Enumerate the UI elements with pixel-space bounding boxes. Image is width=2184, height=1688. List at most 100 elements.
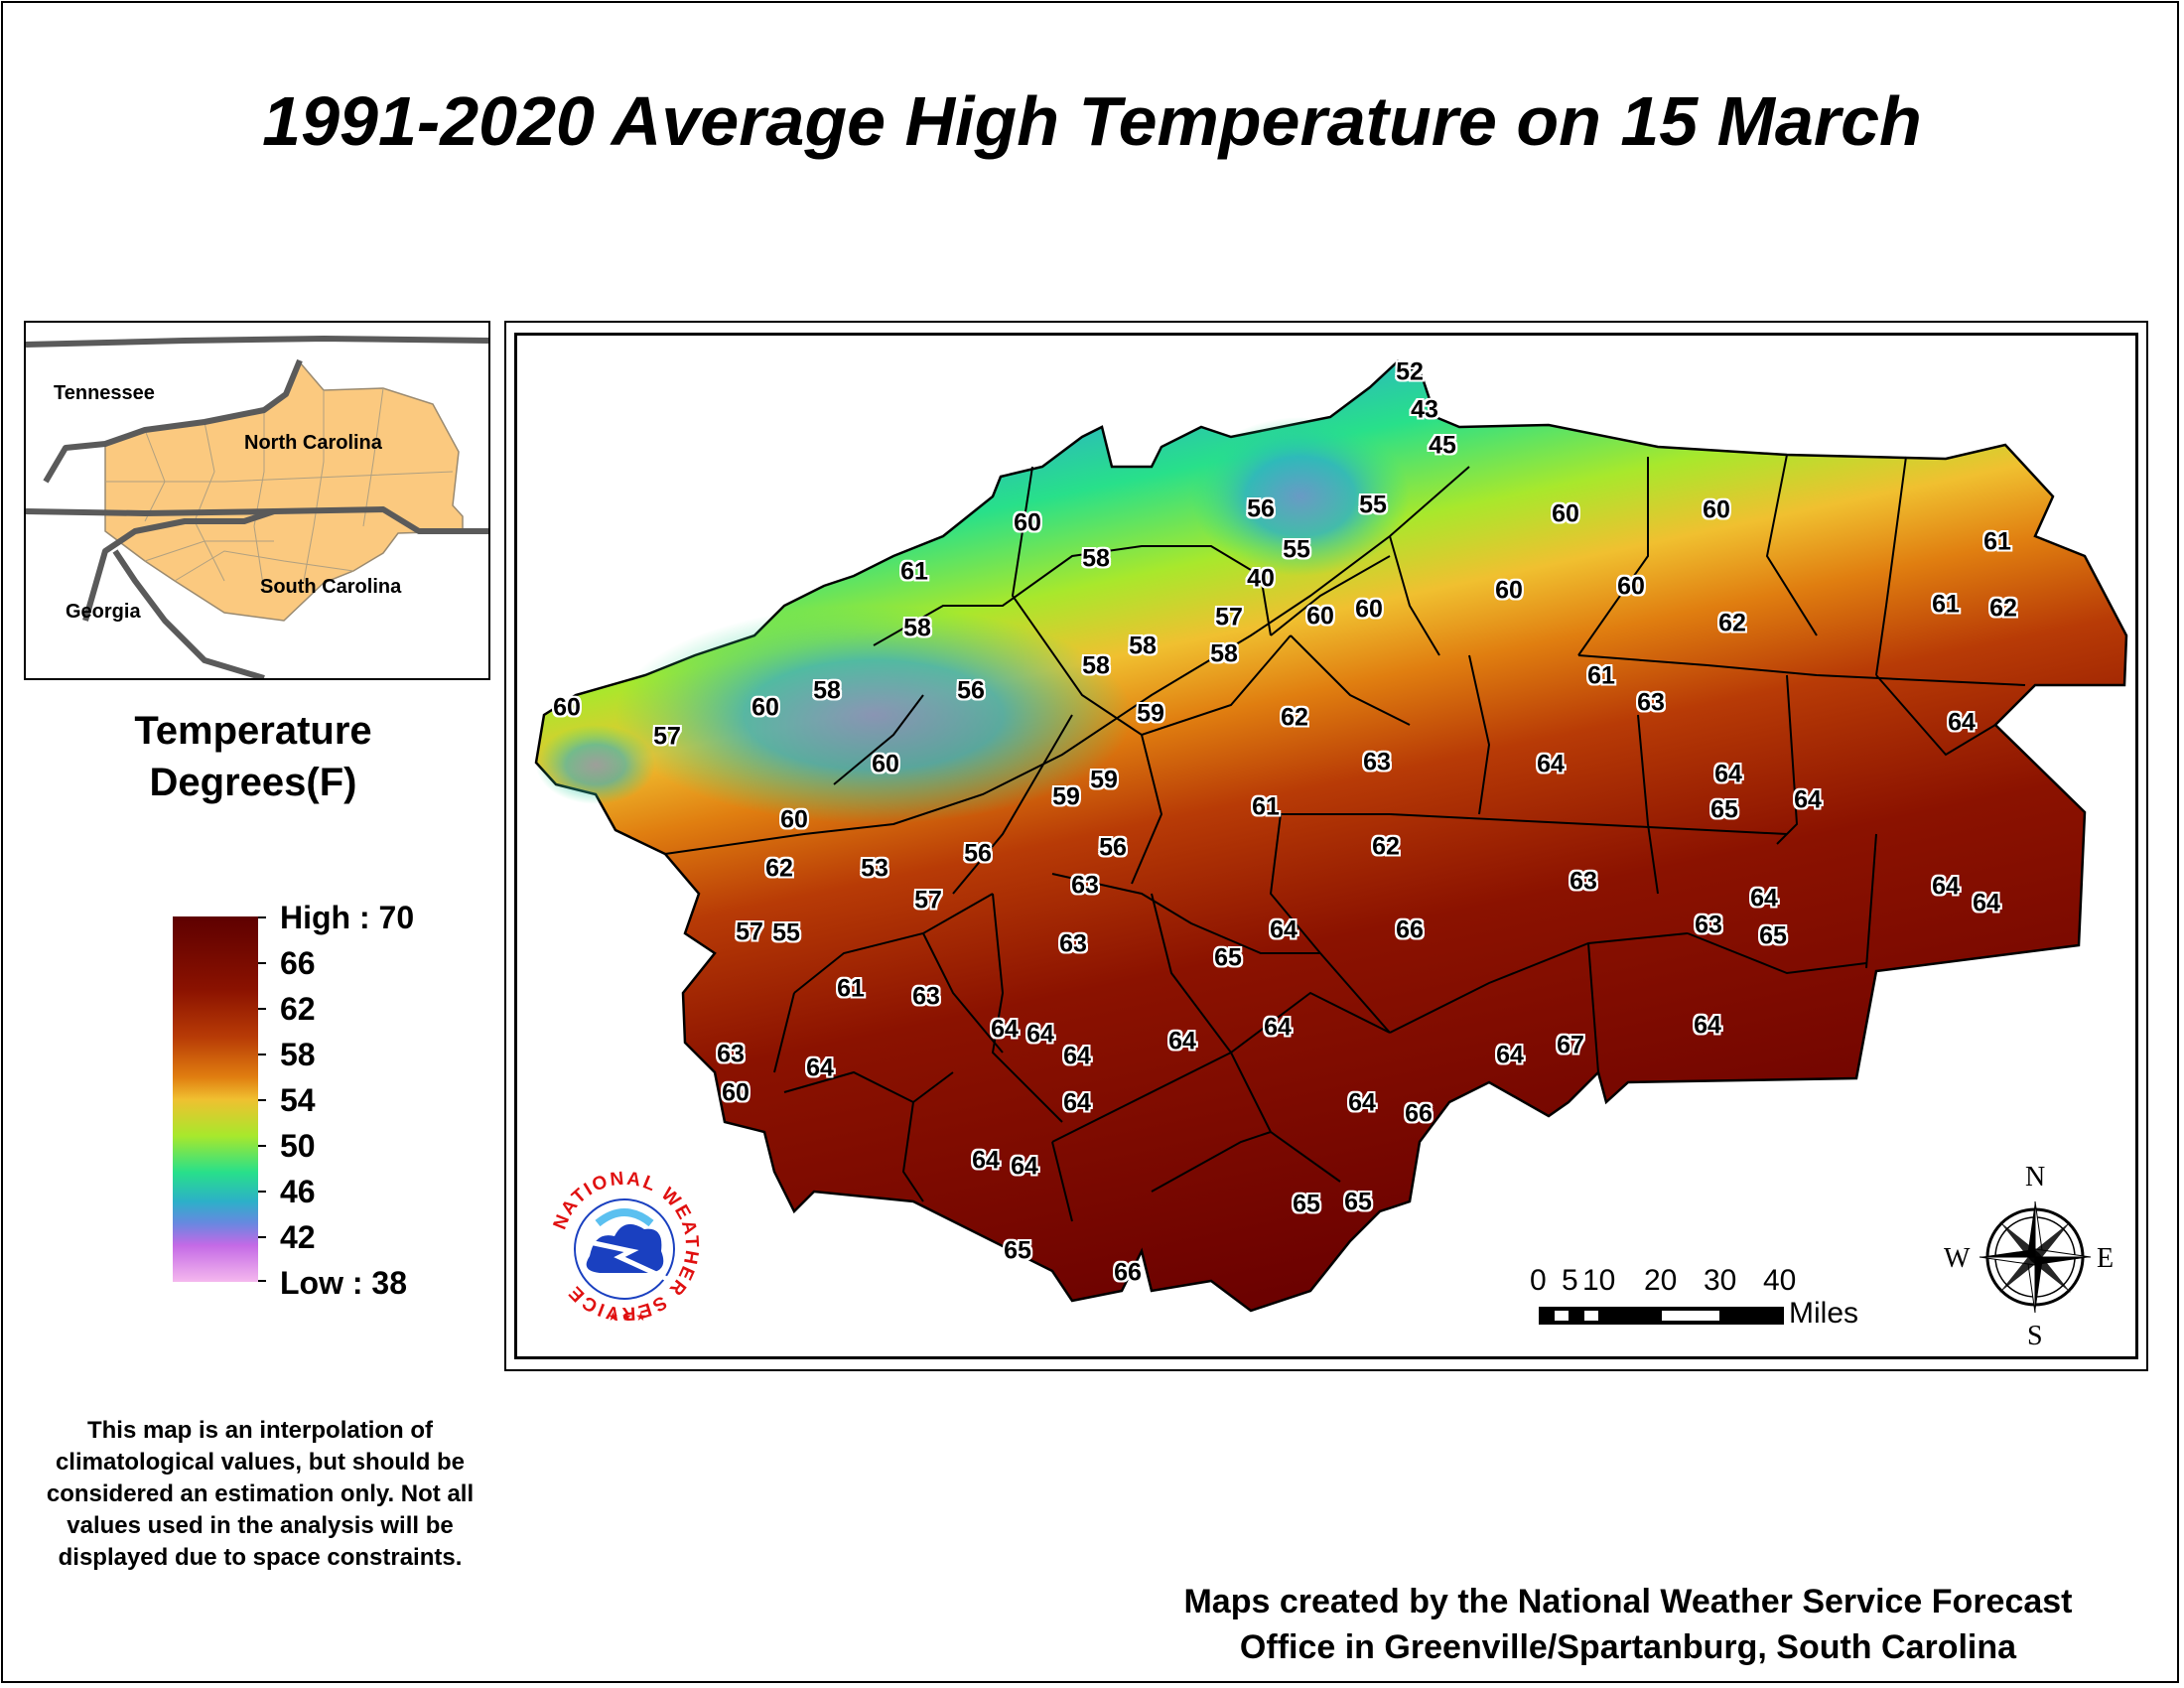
- temperature-value: 60: [722, 1078, 750, 1107]
- legend-tick: [258, 1145, 266, 1147]
- compass-west-label: W: [1944, 1243, 1971, 1274]
- temperature-value: 45: [1429, 431, 1456, 460]
- temperature-value: 62: [1989, 594, 2017, 623]
- temperature-value: 61: [837, 974, 865, 1003]
- svg-text:★ ★ ★: ★ ★ ★: [608, 1310, 646, 1324]
- temperature-value: 61: [1252, 792, 1280, 821]
- inset-label-tennessee: Tennessee: [54, 382, 155, 404]
- disclaimer-note: This map is an interpolation of climatol…: [46, 1417, 475, 1571]
- temperature-value: 64: [1750, 884, 1778, 913]
- temperature-value: 43: [1411, 395, 1438, 424]
- temperature-value: 64: [1537, 750, 1565, 778]
- temperature-value: 64: [1063, 1088, 1091, 1117]
- temperature-value: 66: [1114, 1258, 1142, 1287]
- legend-tick-label: 42: [280, 1219, 316, 1255]
- temperature-value: 60: [1495, 576, 1523, 605]
- main-map-outer-frame: [504, 321, 2148, 1371]
- credit-text: Maps created by the National Weather Ser…: [1092, 1579, 2164, 1670]
- legend-tick: [258, 1280, 266, 1282]
- scale-unit-label: Miles: [1789, 1297, 1859, 1330]
- temperature-value: 60: [1306, 602, 1334, 631]
- temperature-value: 64: [1026, 1020, 1054, 1049]
- temperature-value: 64: [1714, 760, 1742, 788]
- main-map-inner-frame: [514, 333, 2138, 1359]
- scale-label: 5: [1562, 1264, 1578, 1297]
- temperature-value: 61: [900, 557, 928, 586]
- north-arrow-icon: [1979, 1200, 2092, 1314]
- temperature-value: 63: [912, 982, 940, 1011]
- temperature-value: 63: [1570, 867, 1597, 896]
- temperature-value: 64: [1264, 1013, 1292, 1042]
- temperature-value: 55: [1283, 535, 1310, 564]
- temperature-value: 62: [1281, 703, 1308, 732]
- temperature-value: 61: [1932, 590, 1960, 619]
- temperature-value: 52: [1396, 357, 1424, 386]
- temperature-value: 63: [1695, 911, 1722, 939]
- temperature-value: 60: [780, 805, 808, 834]
- temperature-value: 64: [1348, 1088, 1376, 1117]
- temperature-value: 59: [1137, 699, 1164, 728]
- temperature-value: 65: [1293, 1190, 1320, 1218]
- temperature-value: 60: [872, 750, 899, 778]
- temperature-value: 64: [1011, 1152, 1038, 1181]
- cold-west-zone: [536, 725, 655, 804]
- scale-label: 20: [1644, 1264, 1678, 1297]
- temperature-value: 65: [1759, 921, 1787, 950]
- temperature-value: 64: [1063, 1042, 1091, 1070]
- legend-tick-label: 54: [280, 1082, 316, 1118]
- cold-ridge-zone: [1191, 417, 1410, 576]
- temperature-value: 60: [1552, 499, 1579, 528]
- scale-label: 30: [1704, 1264, 1737, 1297]
- map-title: 1991-2020 Average High Temperature on 15…: [262, 82, 1922, 160]
- legend-title-line2: Degrees(F): [149, 761, 357, 804]
- temperature-value: 55: [772, 918, 800, 947]
- legend-color-ramp: [173, 916, 258, 1282]
- temperature-value: 58: [1129, 632, 1157, 660]
- temperature-value: 62: [1718, 609, 1746, 637]
- scale-label: 0: [1530, 1264, 1547, 1297]
- legend-tick: [258, 916, 266, 918]
- temperature-value: 62: [765, 854, 793, 883]
- nws-logo: NATIONAL WEATHER SERVICE ★ ★ ★: [544, 1166, 705, 1327]
- legend-low-label: Low : 38: [280, 1265, 408, 1301]
- temperature-value: 40: [1247, 564, 1275, 593]
- temperature-value: 59: [1090, 766, 1118, 794]
- temperature-value: 63: [1071, 871, 1099, 900]
- temperature-value: 64: [806, 1054, 834, 1082]
- temperature-value: 61: [1587, 661, 1615, 690]
- temperature-value: 56: [1247, 494, 1275, 523]
- inset-label-georgia: Georgia: [66, 601, 141, 623]
- temperature-value: 65: [1004, 1236, 1031, 1265]
- cold-mountain-zone: [615, 606, 1132, 824]
- temperature-value: 65: [1214, 943, 1242, 972]
- temperature-value: 58: [1082, 651, 1110, 680]
- temperature-value: 64: [1694, 1011, 1721, 1040]
- temperature-value: 61: [1983, 527, 2011, 556]
- temperature-value: 64: [1270, 915, 1297, 944]
- temperature-value: 58: [1082, 544, 1110, 573]
- temperature-value: 63: [717, 1040, 745, 1068]
- temperature-value: 55: [1359, 491, 1387, 519]
- inset-label-south-carolina: South Carolina: [260, 576, 402, 598]
- temperature-value: 57: [653, 722, 681, 751]
- legend-high-label: High : 70: [280, 900, 415, 935]
- state-borders: [26, 336, 488, 678]
- study-area-shape: [534, 359, 2128, 1313]
- temperature-value: 64: [1973, 889, 2000, 917]
- temperature-value: 64: [1496, 1041, 1524, 1069]
- temperature-value: 60: [1355, 595, 1383, 624]
- temperature-value: 56: [964, 839, 992, 868]
- temperature-value: 60: [1014, 508, 1041, 537]
- legend-tick: [258, 962, 266, 964]
- temperature-value: 57: [914, 886, 942, 914]
- temperature-value: 64: [972, 1146, 1000, 1175]
- temperature-value: 56: [957, 676, 985, 705]
- scale-label: 10: [1582, 1264, 1616, 1297]
- temperature-value: 57: [1215, 603, 1243, 632]
- scale-bar-graphic: [1539, 1307, 1784, 1325]
- temperature-value: 63: [1363, 748, 1391, 776]
- legend-tick: [258, 1099, 266, 1101]
- compass-south-label: S: [2027, 1321, 2043, 1351]
